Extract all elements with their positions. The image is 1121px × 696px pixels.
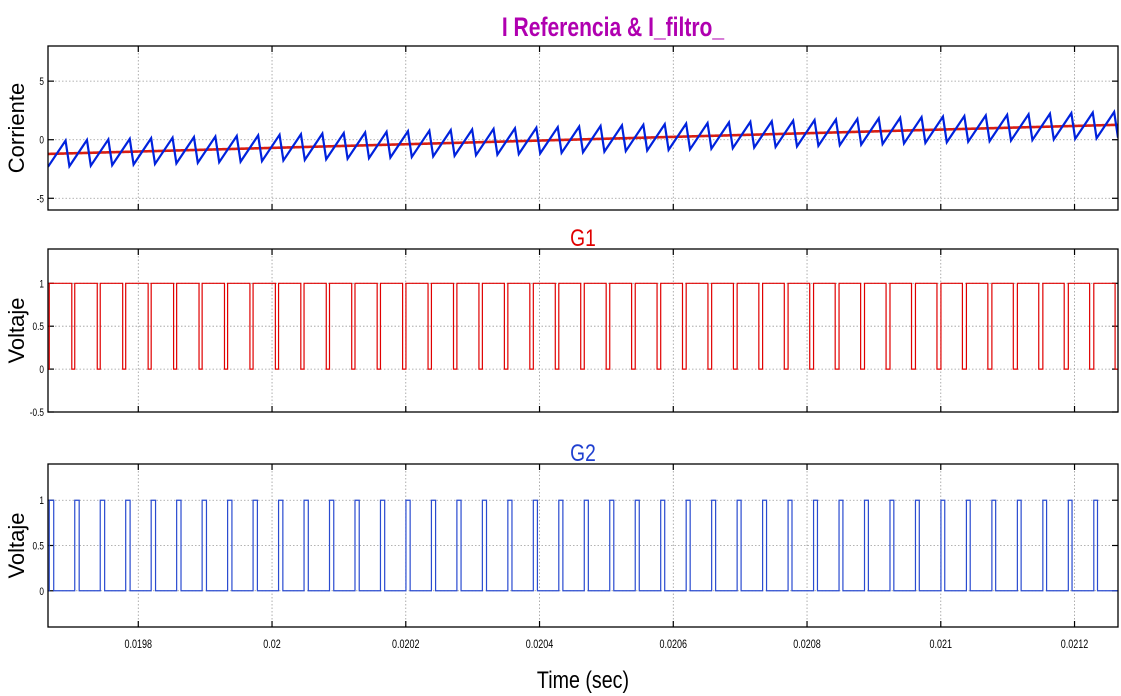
axes-3: 0 0.5 1 G2 Voltaje: [4, 439, 1119, 628]
axes-frame: [47, 463, 1119, 628]
y-tick-label: 1: [39, 278, 44, 290]
series-gate-G2: [48, 499, 1118, 592]
y-axis-label: Corriente: [4, 83, 29, 173]
y-tick-label: 1: [39, 495, 44, 507]
x-axis-label: Time (sec): [537, 666, 629, 693]
plot-area: [48, 464, 1118, 627]
plot-area: [48, 249, 1118, 412]
plot-area: [48, 46, 1118, 210]
y-tick-label: 0: [39, 364, 44, 376]
x-tick-label: 0.02: [263, 638, 281, 652]
y-axis-label: Voltaje: [4, 297, 29, 363]
y-axis-label: Voltaje: [4, 512, 29, 578]
x-tick-label: 0.0202: [392, 638, 420, 652]
x-tick-label: 0.0208: [793, 638, 821, 652]
y-tick-label: -5: [37, 193, 44, 205]
y-tick-label: 0: [39, 586, 44, 598]
x-tick-label: 0.021: [930, 638, 953, 652]
y-tick-label: 0: [39, 135, 44, 147]
series-group: [48, 499, 1118, 592]
x-tick-label: 0.0206: [660, 638, 688, 652]
series-group: [48, 109, 1118, 170]
y-tick-label: 5: [39, 76, 44, 88]
y-tick-label: -0.5: [30, 407, 44, 419]
axes-frame: [47, 248, 1119, 413]
axes-1: -5 0 5 I Referencia & I_filtro_ Corriente: [4, 13, 1119, 211]
y-tick-label: 0.5: [33, 321, 44, 333]
series-gate-G1: [48, 282, 1118, 370]
axes-title: G2: [570, 439, 596, 467]
y-tick-label: 0.5: [33, 540, 44, 552]
series-group: [48, 282, 1118, 370]
x-tick-label: 0.0204: [526, 638, 554, 652]
axes-2: -0.5 0 0.5 1 G1 Voltaje: [4, 224, 1119, 419]
x-tick-label: 0.0198: [125, 638, 153, 652]
x-tick-label: 0.0212: [1061, 638, 1089, 652]
axes-frame: [47, 45, 1119, 211]
axes-title: I Referencia & I_filtro_: [502, 13, 725, 43]
axes-title: G1: [570, 224, 596, 252]
series-filtered-current: [48, 109, 1118, 170]
series-reference-current: [48, 123, 1118, 156]
